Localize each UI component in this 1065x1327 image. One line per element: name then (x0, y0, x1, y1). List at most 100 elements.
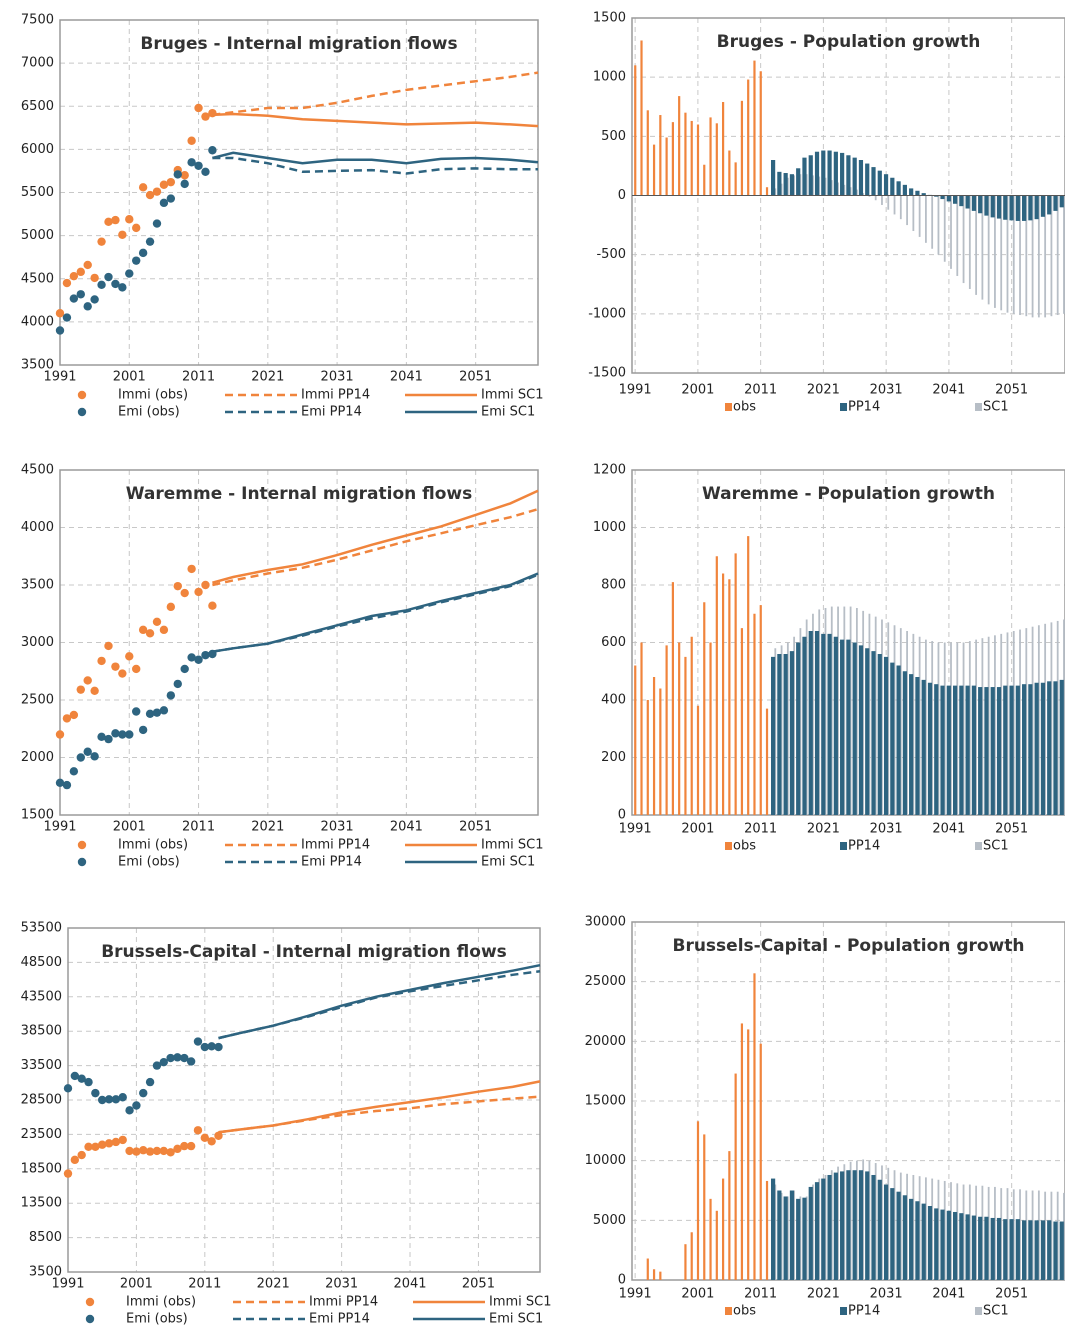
x-tick-label: 2041 (932, 822, 965, 837)
bar (833, 636, 838, 815)
x-tick-label: 2001 (681, 383, 714, 398)
bar (1003, 685, 1008, 815)
bar (753, 973, 756, 1280)
bar (799, 174, 802, 196)
data-point (125, 1146, 134, 1156)
data-point (173, 1144, 182, 1154)
bar (893, 195, 896, 215)
legend-marker (77, 407, 87, 417)
bar (1003, 1219, 1008, 1280)
bar (818, 609, 821, 815)
bar (833, 151, 838, 196)
legend-label: Emi PP14 (309, 1312, 370, 1327)
bar (786, 642, 789, 815)
bar (1056, 195, 1059, 316)
data-point (173, 1053, 182, 1062)
legend-label: Immi SC1 (481, 838, 544, 853)
y-tick-label: 25000 (585, 974, 626, 989)
bar (747, 1029, 750, 1280)
bar (881, 195, 883, 205)
series-line (212, 573, 539, 653)
x-tick-label: 2031 (870, 1287, 903, 1302)
bar (808, 155, 813, 196)
bar (690, 636, 693, 815)
bar (912, 1174, 915, 1280)
chart-title: Bruges - Internal migration flows (140, 34, 457, 54)
x-tick-label: 1991 (619, 822, 652, 837)
bar (931, 641, 934, 815)
plot-frame (59, 19, 539, 366)
bar (1015, 685, 1020, 815)
series-line (212, 489, 539, 584)
data-point (104, 272, 113, 282)
data-point (62, 780, 72, 790)
bar (765, 187, 769, 196)
data-point (214, 1131, 223, 1140)
bar (994, 195, 996, 308)
bar (1022, 1220, 1027, 1280)
bar (793, 175, 796, 196)
bar (996, 195, 1002, 219)
bar (868, 195, 871, 197)
bar (862, 193, 865, 196)
data-point (166, 1148, 175, 1157)
series-line (212, 112, 539, 128)
y-tick-label: -500 (596, 247, 626, 262)
data-point (187, 564, 196, 574)
bar (915, 1201, 920, 1280)
y-tick-label: 38500 (21, 1024, 62, 1039)
bar (640, 642, 643, 815)
data-point (125, 215, 134, 224)
plot-frame (59, 469, 539, 816)
bar (753, 60, 756, 196)
bar (780, 183, 783, 196)
bar (975, 195, 978, 295)
legend-label: Immi PP14 (309, 1295, 378, 1310)
bar (1006, 1188, 1009, 1280)
legend-label: Immi (obs) (118, 838, 188, 853)
data-point (152, 708, 162, 717)
bar (887, 1167, 890, 1280)
bar (940, 685, 945, 815)
data-point (125, 269, 134, 278)
data-point (76, 753, 85, 762)
chart: -1500 -1000 -500 0 500 1000 1500 1991 2001 2011 20… (588, 11, 1065, 415)
bar (909, 188, 914, 196)
data-point (138, 183, 148, 192)
data-point (63, 1084, 73, 1093)
data-point (145, 1077, 155, 1087)
y-tick-label: 53500 (21, 921, 62, 936)
series-line (218, 1080, 541, 1134)
legend-swatch (840, 403, 847, 411)
bar (1050, 195, 1053, 317)
data-point (152, 617, 162, 626)
legend-label: Immi (obs) (126, 1295, 196, 1310)
y-tick-label: 15000 (585, 1094, 626, 1109)
bar (796, 168, 801, 196)
x-tick-label: 1991 (43, 820, 76, 835)
bar (962, 642, 965, 815)
bar (805, 1196, 808, 1280)
data-point (180, 664, 189, 674)
bar (962, 195, 965, 284)
bar (1009, 1219, 1014, 1280)
bar (893, 1170, 896, 1280)
data-point (104, 641, 113, 651)
data-point (187, 136, 196, 145)
y-tick-label: 500 (601, 129, 626, 144)
bar (1025, 628, 1028, 815)
data-point (180, 1053, 189, 1063)
bar (1025, 195, 1028, 317)
bar (994, 635, 996, 815)
y-tick-label: 5500 (21, 185, 54, 200)
bar (830, 180, 833, 196)
bar (1034, 682, 1039, 815)
chart: 0 200 400 600 800 1000 1200 1991 2001 2011 2021 203… (593, 463, 1065, 854)
bar (802, 1197, 807, 1280)
bar (1000, 633, 1003, 815)
data-point (132, 664, 141, 674)
bar (984, 687, 989, 815)
bar (640, 40, 643, 196)
bar (968, 1184, 971, 1280)
bar (849, 1161, 852, 1280)
